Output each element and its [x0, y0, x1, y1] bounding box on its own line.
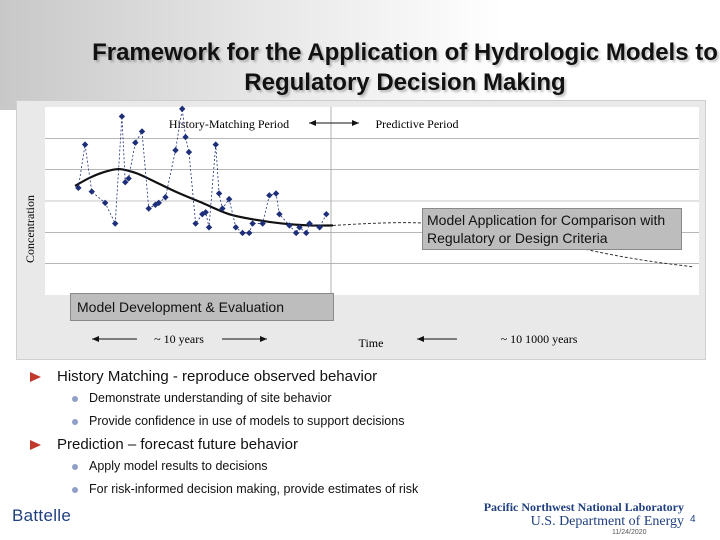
comparison-box: Model Application for Comparison with Re… — [422, 208, 682, 250]
observed-point — [172, 147, 179, 154]
bullet-arrow-icon — [30, 372, 41, 382]
observed-point — [185, 148, 193, 156]
observed-point — [215, 190, 223, 197]
observed-point — [292, 229, 300, 237]
observed-point — [182, 133, 189, 141]
grid-lines — [45, 138, 699, 264]
sub-bullet-text: Apply model results to decisions — [89, 459, 268, 473]
observed-point — [276, 210, 283, 218]
observed-point — [306, 220, 313, 227]
observed-point — [205, 224, 213, 231]
bullet-list: History Matching - reproduce observed be… — [30, 366, 690, 502]
x-axis-label: Time — [359, 336, 384, 350]
bullet-history-text: History Matching - reproduce observed be… — [57, 368, 378, 385]
sub-bullet-text: For risk-informed decision making, provi… — [89, 482, 419, 496]
observed-point — [132, 139, 139, 146]
bullet-prediction-text: Prediction – forecast future behavior — [57, 436, 298, 453]
observed-point — [316, 224, 323, 231]
observed-point — [125, 175, 132, 182]
observed-point — [162, 194, 169, 201]
period-arrow-left-head — [309, 120, 316, 126]
observed-point — [101, 199, 109, 207]
history-period-label: History-Matching Period — [169, 117, 289, 131]
time-arrow-left-head — [92, 336, 99, 342]
observed-point — [202, 209, 209, 216]
observed-point — [272, 190, 280, 197]
observed-point — [179, 105, 186, 113]
observed-point — [155, 199, 162, 207]
sub-bullet-dot-icon — [72, 396, 78, 402]
model-curve-path — [74, 167, 334, 227]
sub-bullet: Demonstrate understanding of site behavi… — [30, 388, 690, 411]
observed-point — [81, 141, 89, 148]
slide-title: Framework for the Application of Hydrolo… — [92, 39, 718, 96]
sub-bullet-dot-icon — [72, 419, 78, 425]
observed-point — [152, 201, 159, 208]
observed-point — [232, 224, 240, 231]
sub-bullet: Provide confidence in use of models to s… — [30, 411, 690, 434]
bullet-history: History Matching - reproduce observed be… — [30, 366, 690, 388]
sub-bullet-text: Provide confidence in use of models to s… — [89, 414, 405, 428]
predictive-period-label: Predictive Period — [376, 117, 459, 131]
page-number: 4 — [690, 514, 696, 525]
observed-point — [286, 222, 293, 229]
sub-bullet: Apply model results to decisions — [30, 456, 690, 479]
bullet-arrow-icon — [30, 440, 41, 450]
predictive-time-label: ~ 10 1000 years — [501, 332, 578, 346]
pnnl-logo-line2: U.S. Department of Energy — [530, 514, 684, 529]
observed-point — [199, 210, 206, 218]
observed-point — [296, 224, 303, 231]
observed-point — [246, 229, 253, 237]
sub-bullet-text: Demonstrate understanding of site behavi… — [89, 391, 332, 405]
sub-bullet: For risk-informed decision making, provi… — [30, 479, 690, 502]
observed-point — [302, 229, 310, 237]
y-axis-label: Concentration — [23, 195, 37, 263]
observed-point — [88, 188, 95, 195]
observed-points — [75, 105, 330, 237]
model-curve — [74, 167, 334, 227]
pnnl-logo-line1: Pacific Northwest National Laboratory — [483, 500, 684, 514]
observed-point — [239, 229, 246, 237]
observed-point — [112, 220, 119, 227]
observed-point — [249, 220, 256, 227]
header-background — [0, 0, 720, 110]
observed-point — [225, 195, 233, 203]
pnnl-logo: Pacific Northwest National Laboratory U.… — [484, 500, 684, 530]
observed-point — [192, 220, 199, 227]
period-arrow-right-head — [352, 120, 359, 126]
development-box: Model Development & Evaluation — [70, 293, 334, 321]
observed-point — [219, 205, 226, 212]
time-arrow-right-head — [417, 336, 424, 342]
observed-point — [212, 141, 219, 148]
slide-date: 11/24/2020 — [612, 529, 647, 536]
observed-point — [138, 128, 146, 135]
observed-point — [259, 220, 266, 227]
observed-point — [145, 205, 152, 212]
sub-bullet-dot-icon — [72, 487, 78, 493]
observed-point — [323, 210, 330, 218]
observed-point — [122, 179, 129, 186]
battelle-logo: Battelle — [12, 506, 72, 525]
history-time-label: ~ 10 years — [154, 332, 204, 346]
observed-point — [266, 192, 273, 199]
time-arrow-left-right-head — [260, 336, 267, 342]
sub-bullet-dot-icon — [72, 464, 78, 470]
observed-point — [75, 184, 82, 192]
observed-point — [118, 113, 126, 120]
bullet-prediction: Prediction – forecast future behavior — [30, 434, 690, 456]
